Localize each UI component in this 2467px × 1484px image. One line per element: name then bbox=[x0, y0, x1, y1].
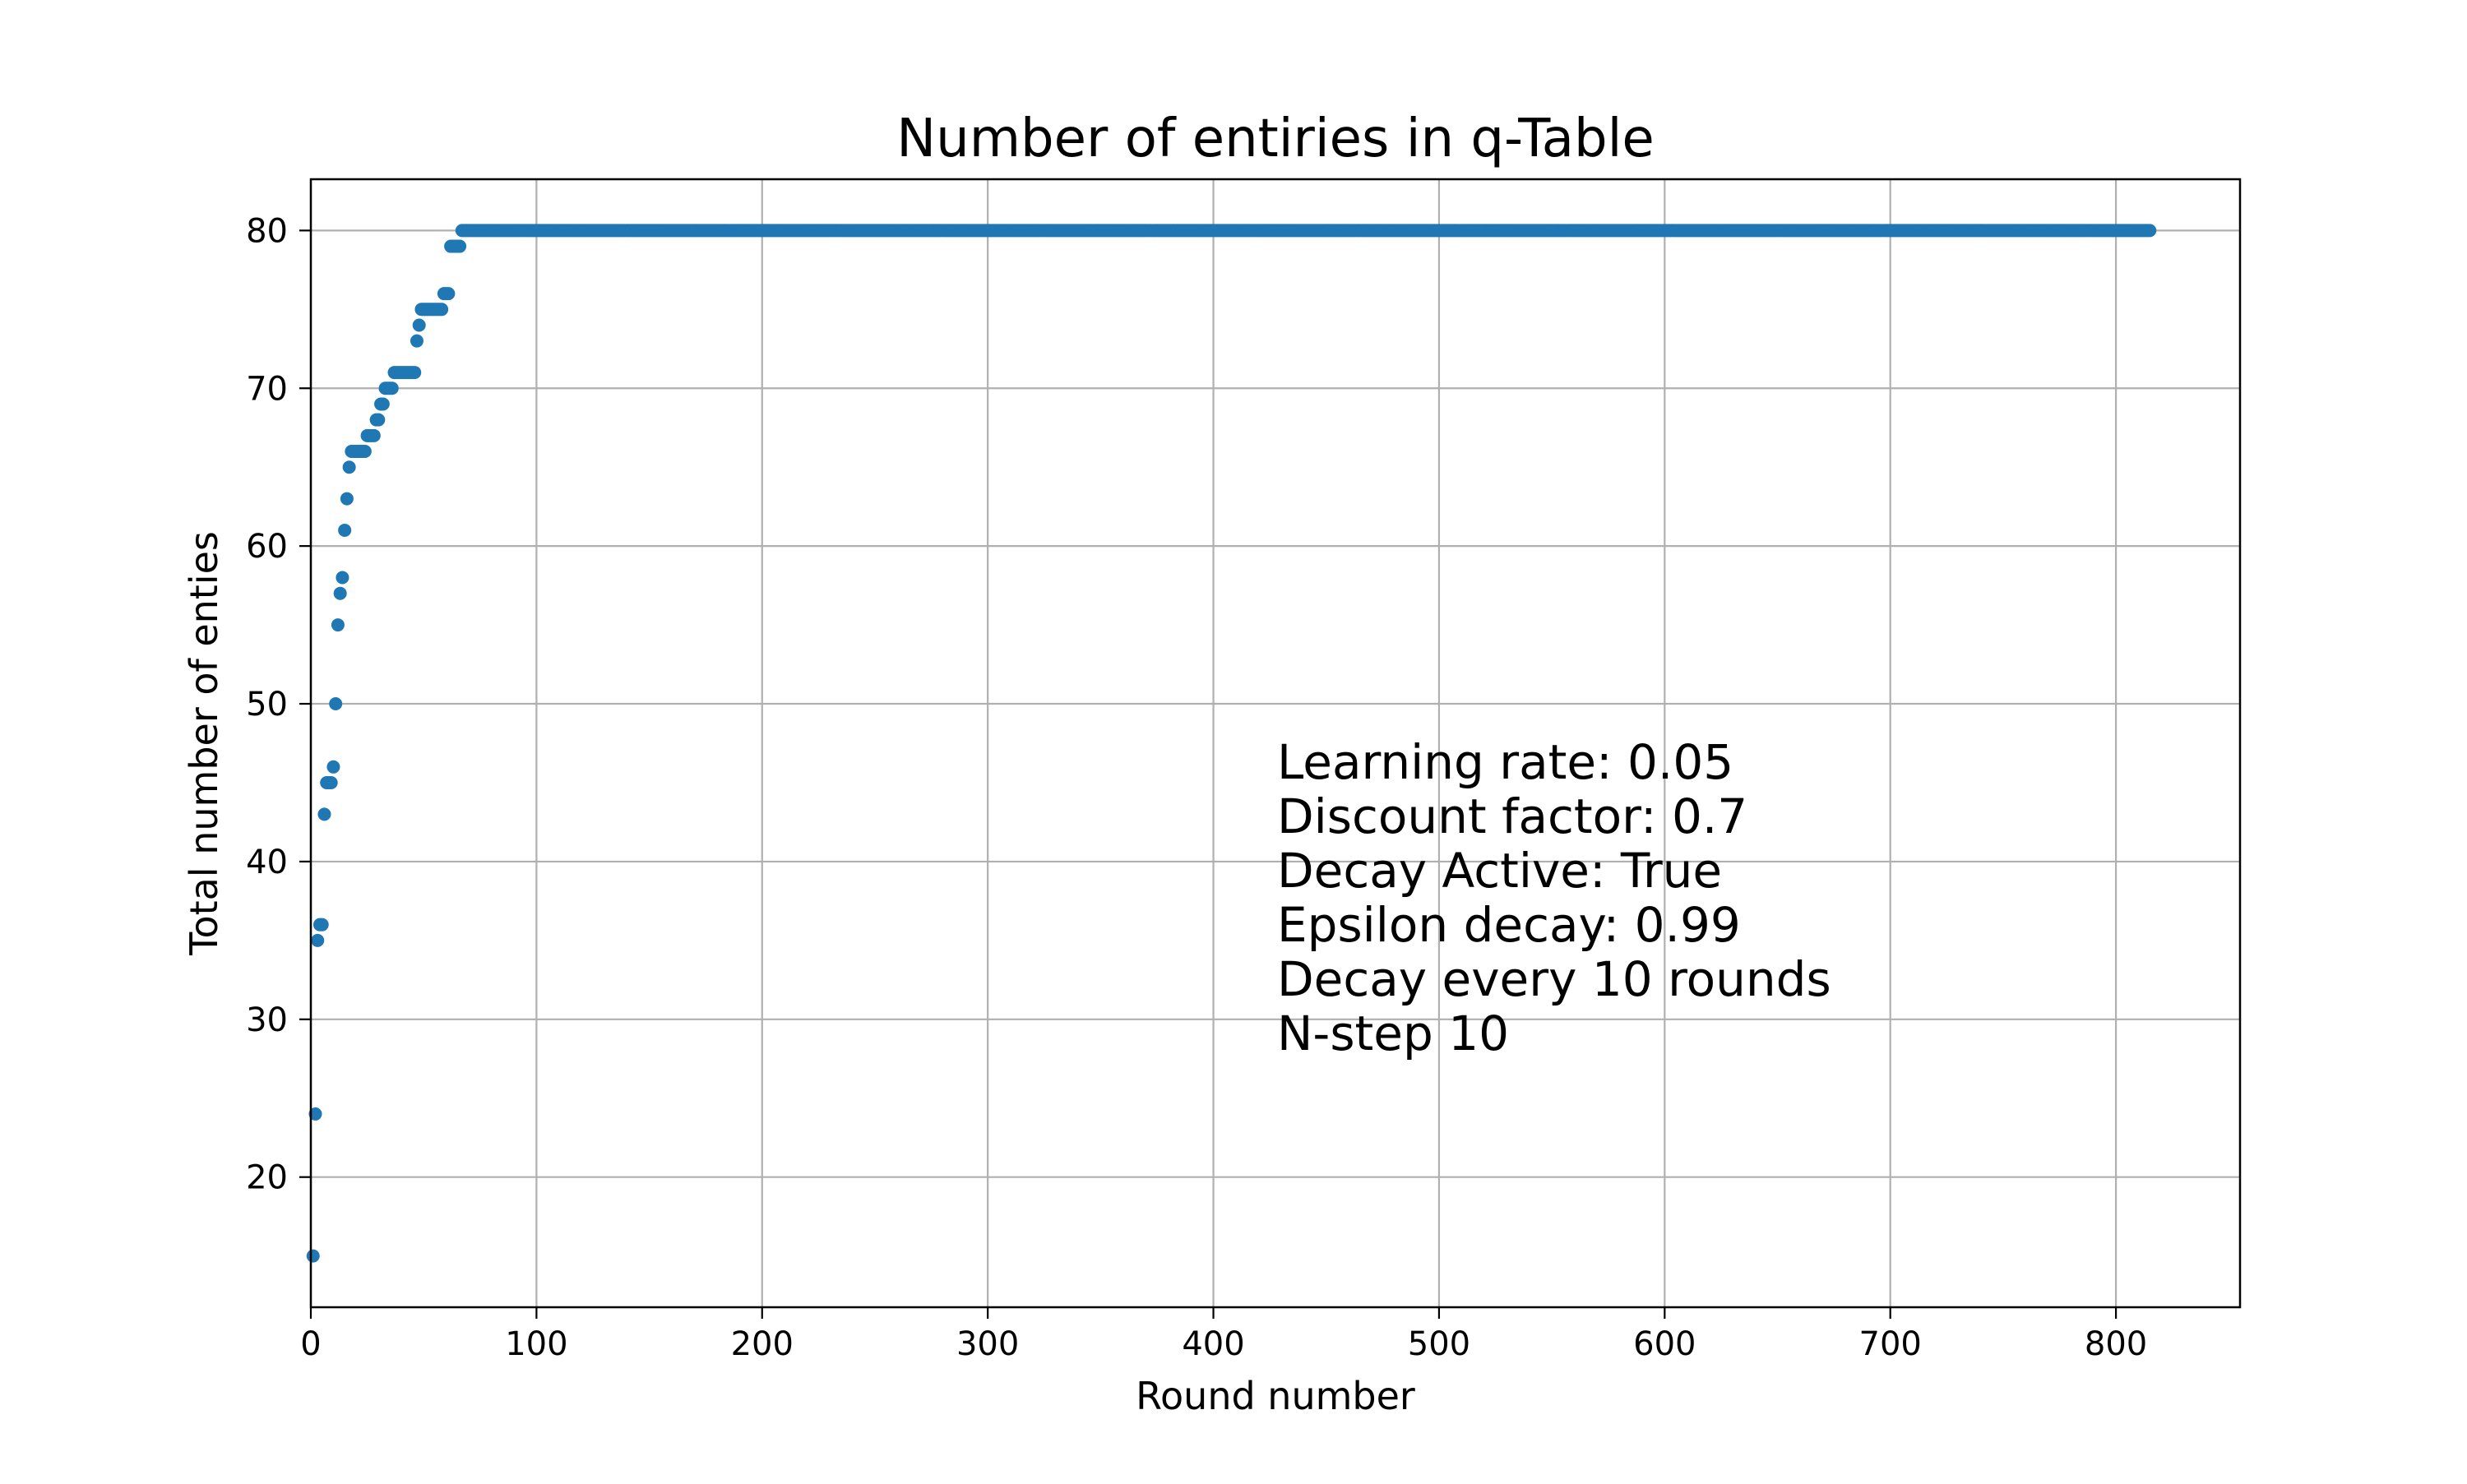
y-tick-label: 60 bbox=[246, 528, 288, 566]
annotation-line: Epsilon decay: 0.99 bbox=[1277, 897, 1741, 953]
x-tick-label: 500 bbox=[1408, 1325, 1470, 1363]
y-tick-label: 80 bbox=[246, 212, 288, 250]
y-tick-label: 70 bbox=[246, 370, 288, 408]
data-point bbox=[410, 334, 424, 348]
plot-frame bbox=[309, 178, 2242, 1309]
data-point bbox=[2143, 224, 2157, 238]
y-tick-label: 40 bbox=[246, 844, 288, 881]
x-tick-label: 700 bbox=[1859, 1325, 1922, 1363]
y-tick-label: 30 bbox=[246, 1001, 288, 1039]
data-point bbox=[333, 586, 347, 600]
data-point bbox=[308, 1107, 322, 1121]
x-tick-label: 400 bbox=[1182, 1325, 1244, 1363]
x-tick-label: 200 bbox=[731, 1325, 794, 1363]
data-points bbox=[306, 224, 2157, 1263]
data-point bbox=[408, 366, 422, 380]
data-point bbox=[367, 428, 381, 442]
grid-lines bbox=[309, 179, 2240, 1307]
data-point bbox=[317, 807, 331, 821]
data-point bbox=[453, 239, 467, 253]
annotation-line: Decay every 10 rounds bbox=[1277, 951, 1831, 1007]
data-point bbox=[336, 571, 349, 585]
y-tick-label: 20 bbox=[246, 1159, 288, 1197]
data-point bbox=[358, 445, 372, 459]
data-point bbox=[306, 1249, 320, 1263]
x-tick-label: 600 bbox=[1633, 1325, 1696, 1363]
annotation-line: Discount factor: 0.7 bbox=[1277, 788, 1747, 844]
data-point bbox=[342, 460, 356, 474]
data-point bbox=[412, 318, 426, 332]
data-point bbox=[311, 933, 325, 947]
data-point bbox=[442, 287, 456, 301]
x-axis-label: Round number bbox=[1136, 1374, 1415, 1418]
data-point bbox=[315, 918, 329, 932]
annotation-line: Decay Active: True bbox=[1277, 843, 1722, 899]
y-axis-ticks: 20 30 40 50 60 70 80 bbox=[246, 212, 311, 1197]
data-point bbox=[435, 303, 449, 317]
data-point bbox=[372, 413, 386, 427]
data-point bbox=[331, 618, 345, 632]
x-tick-label: 100 bbox=[505, 1325, 567, 1363]
data-point bbox=[329, 697, 343, 711]
x-tick-label: 300 bbox=[956, 1325, 1019, 1363]
data-point bbox=[324, 775, 338, 789]
chart-title: Number of entiries in q-Table bbox=[896, 109, 1654, 169]
data-point bbox=[376, 397, 390, 411]
x-tick-label: 800 bbox=[2085, 1325, 2147, 1363]
data-point bbox=[340, 492, 354, 506]
data-point bbox=[385, 381, 399, 395]
annotation-line: N-step 10 bbox=[1277, 1006, 1509, 1061]
data-point bbox=[326, 760, 340, 774]
data-point bbox=[338, 523, 352, 537]
x-axis-ticks: 0 100 200 300 400 500 600 700 800 bbox=[300, 1307, 2147, 1363]
annotation-line: Learning rate: 0.05 bbox=[1277, 734, 1733, 790]
x-tick-label: 0 bbox=[300, 1325, 321, 1363]
y-tick-label: 50 bbox=[246, 686, 288, 724]
y-axis-label: Total number of enties bbox=[182, 531, 226, 956]
